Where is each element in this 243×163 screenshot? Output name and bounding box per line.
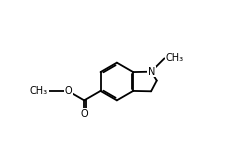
Text: O: O: [80, 109, 88, 119]
Text: CH₃: CH₃: [30, 86, 48, 96]
Text: N: N: [148, 67, 155, 77]
Text: O: O: [64, 86, 72, 96]
Text: CH₃: CH₃: [165, 53, 183, 63]
